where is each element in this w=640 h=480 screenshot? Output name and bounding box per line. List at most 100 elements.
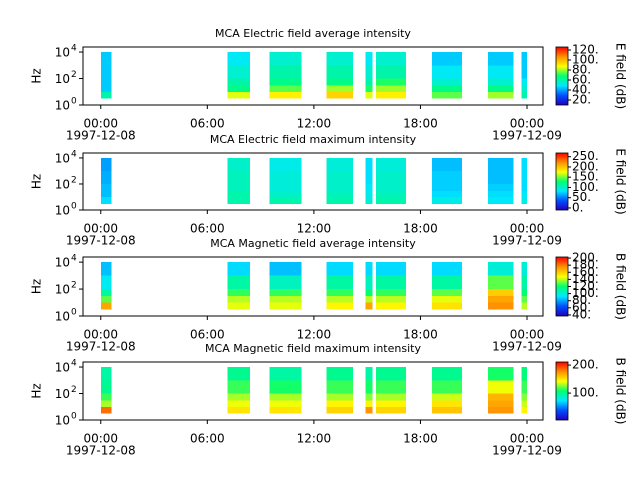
spectrogram-cell bbox=[326, 65, 353, 79]
spectrogram-cell bbox=[365, 302, 373, 310]
x-tick-label: 06:00 bbox=[190, 117, 225, 131]
panel-title: MCA Magnetic field average intensity bbox=[210, 237, 416, 250]
y-tick-label: 10 bbox=[55, 361, 70, 375]
spectrogram-cell bbox=[269, 296, 302, 303]
spectrogram-cell bbox=[100, 406, 112, 414]
x-tick-date: 1997-12-08 bbox=[66, 444, 136, 458]
spectrogram-cell bbox=[365, 406, 373, 414]
colorbar-tick-label: 140. bbox=[572, 272, 599, 286]
spectrogram-cell bbox=[227, 190, 250, 197]
spectrogram-cell bbox=[521, 78, 528, 86]
spectrogram-cell bbox=[376, 302, 407, 310]
spectrogram-cell bbox=[487, 393, 514, 401]
spectrogram-cell bbox=[227, 170, 250, 184]
spectrogram-cell bbox=[100, 52, 112, 66]
spectrogram-cell bbox=[431, 190, 463, 197]
spectrogram-cell bbox=[376, 289, 407, 297]
spectrogram-cell bbox=[365, 183, 373, 191]
y-tick-label: 10 bbox=[55, 387, 70, 401]
y-tick-exponent: 2 bbox=[71, 70, 77, 80]
x-tick-date: 1997-12-09 bbox=[492, 444, 562, 458]
spectrogram-cell bbox=[431, 91, 463, 99]
x-tick-label: 00:00 bbox=[510, 432, 545, 446]
spectrogram-cell bbox=[521, 183, 528, 191]
spectrogram-cell bbox=[227, 196, 250, 204]
spectrogram-cell bbox=[487, 262, 514, 276]
spectrogram-cell bbox=[269, 400, 302, 407]
x-tick-label: 00:00 bbox=[83, 117, 118, 131]
spectrogram-cell bbox=[227, 52, 250, 66]
spectrogram-cell bbox=[431, 289, 463, 297]
spectrogram-cell bbox=[376, 65, 407, 79]
y-tick-exponent: 2 bbox=[71, 175, 77, 185]
spectrogram-cell bbox=[269, 65, 302, 79]
spectrogram-cell bbox=[100, 367, 112, 381]
spectrogram-cell bbox=[227, 91, 250, 99]
x-tick-label: 00:00 bbox=[83, 222, 118, 236]
spectrogram-cell bbox=[100, 157, 112, 171]
panel-title: MCA Electric field average intensity bbox=[215, 27, 411, 40]
spectrogram-cell bbox=[487, 157, 514, 171]
axes-frame bbox=[82, 256, 544, 317]
spectrogram-cell bbox=[227, 289, 250, 297]
y-tick-label: 10 bbox=[55, 310, 70, 324]
spectrogram-cell bbox=[365, 78, 373, 86]
spectrogram-cell bbox=[326, 296, 353, 303]
x-tick-date: 1997-12-08 bbox=[66, 129, 136, 143]
y-tick-exponent: 0 bbox=[71, 97, 77, 107]
spectrogram-cell bbox=[521, 302, 528, 310]
spectrogram-cell bbox=[269, 275, 302, 290]
spectrogram-cell bbox=[521, 393, 528, 401]
spectrogram-cell bbox=[326, 400, 353, 407]
spectrogram-cell bbox=[326, 393, 353, 401]
spectrogram-cell bbox=[100, 85, 112, 92]
spectrogram-cell bbox=[431, 52, 463, 66]
y-tick-exponent: 4 bbox=[71, 359, 77, 369]
spectrogram-cell bbox=[431, 393, 463, 401]
colorbar-tick-label: 120. bbox=[572, 43, 599, 57]
spectrogram-cell bbox=[487, 65, 514, 79]
axes-frame bbox=[82, 46, 544, 106]
spectrogram-cell bbox=[365, 196, 373, 204]
spectrogram-cell bbox=[365, 289, 373, 297]
colorbar-tick-label: 100. bbox=[572, 286, 599, 300]
x-tick-label: 00:00 bbox=[510, 222, 545, 236]
spectrogram-cell bbox=[521, 52, 528, 66]
spectrogram-cell bbox=[365, 170, 373, 184]
x-tick-label: 18:00 bbox=[403, 222, 438, 236]
spectrogram-cell bbox=[376, 406, 407, 414]
spectrogram-cell bbox=[365, 65, 373, 79]
colorbar-tick-label: 250. bbox=[572, 149, 599, 163]
spectrogram-cell bbox=[431, 196, 463, 204]
spectrogram-cell bbox=[100, 380, 112, 394]
spectrogram-cell bbox=[487, 170, 514, 184]
spectrogram-cell bbox=[365, 85, 373, 92]
spectrogram-cell bbox=[376, 275, 407, 290]
spectrogram-cell bbox=[269, 393, 302, 401]
colorbar-tick-label: 80. bbox=[572, 63, 591, 77]
spectrogram-cell bbox=[376, 262, 407, 276]
x-tick-label: 12:00 bbox=[297, 117, 332, 131]
x-tick-label: 00:00 bbox=[510, 117, 545, 131]
spectrogram-cell bbox=[326, 275, 353, 290]
colorbar-tick-label: 100. bbox=[572, 180, 599, 194]
spectrogram-cell bbox=[487, 78, 514, 86]
spectrogram-cell bbox=[100, 400, 112, 407]
spectrogram-cell bbox=[100, 190, 112, 197]
spectrogram-cell bbox=[227, 85, 250, 92]
spectrogram-cell bbox=[521, 380, 528, 394]
spectrogram-cell bbox=[365, 262, 373, 276]
spectrogram-cell bbox=[227, 296, 250, 303]
spectrogram-cell bbox=[365, 157, 373, 171]
x-tick-date: 1997-12-08 bbox=[66, 234, 136, 248]
y-tick-label: 10 bbox=[55, 414, 70, 428]
y-tick-label: 10 bbox=[55, 46, 70, 60]
spectrogram-cell bbox=[227, 380, 250, 394]
spectrogram-cell bbox=[326, 406, 353, 414]
spectrogram-cell bbox=[376, 157, 407, 171]
y-tick-exponent: 0 bbox=[71, 202, 77, 212]
x-tick-label: 06:00 bbox=[190, 432, 225, 446]
colorbar bbox=[555, 152, 569, 211]
spectrogram-cell bbox=[326, 367, 353, 381]
spectrogram-cell bbox=[487, 91, 514, 99]
